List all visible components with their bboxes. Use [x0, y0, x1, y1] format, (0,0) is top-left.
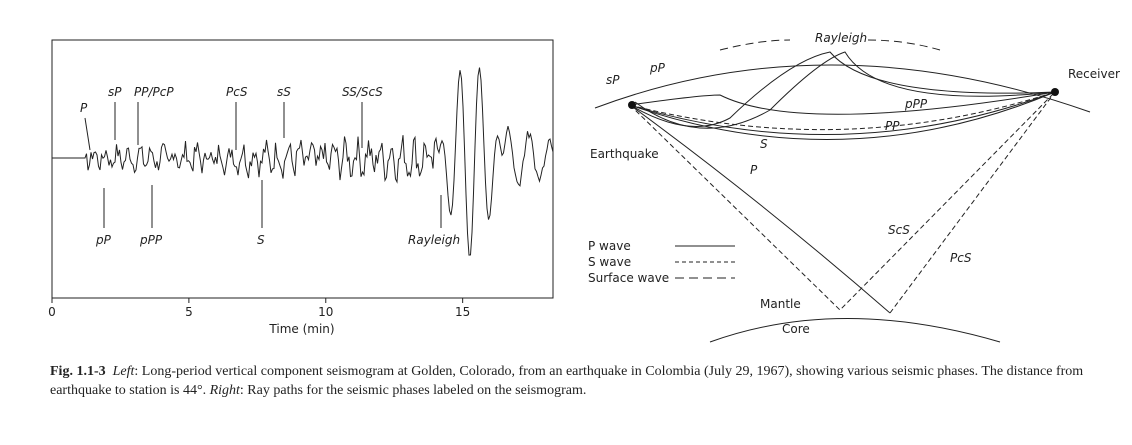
caption-text: : Long-period vertical component seismog… [50, 364, 1084, 398]
surface-arrow [719, 39, 791, 51]
earthquake-point [628, 101, 636, 109]
diagram-label: Receiver [1068, 67, 1120, 81]
ray-scs [629, 91, 1056, 311]
earth-surface [594, 64, 1091, 113]
diagram-label: PP [885, 119, 900, 133]
caption-label: Fig. 1.1-3 [50, 364, 106, 379]
ray [629, 91, 1056, 115]
phase-label: PcS [226, 85, 248, 99]
x-tick-label: 10 [318, 305, 333, 319]
phase-label: Rayleigh [408, 233, 460, 247]
phase-label: PP/PcP [134, 85, 174, 99]
phase-label: sS [277, 85, 291, 99]
phase-label: pPP [139, 233, 163, 247]
legend-label: S wave [588, 255, 631, 269]
diagram-label: pP [649, 61, 666, 75]
caption-text: : Ray paths for the seismic phases label… [239, 383, 587, 398]
ray-pcs [889, 91, 1056, 314]
seismogram-trace [52, 67, 554, 256]
ray [634, 51, 1056, 129]
diagram-label: Core [782, 322, 810, 336]
ray [629, 91, 1056, 131]
diagram-label: Earthquake [590, 147, 659, 161]
diagram-label: S [760, 137, 768, 151]
ray-pcs [629, 104, 891, 314]
core-boundary [709, 318, 1001, 343]
diagram-label: Rayleigh [815, 31, 867, 45]
ray [629, 91, 1056, 141]
phase-label: sP [108, 85, 122, 99]
diagram-label: pPP [904, 97, 928, 111]
phase-label: P [80, 101, 88, 115]
diagram-label: P [750, 163, 758, 177]
figure: Time (min) P sP PP/PcP PcS sS SS/ScS pP … [48, 31, 1120, 343]
ray-diagram: Rayleigh sP pP pPP PP Receiver S P Earth… [588, 31, 1120, 343]
ray [629, 91, 1056, 135]
caption-right-label: Right [209, 383, 240, 398]
x-axis-label: Time (min) [268, 322, 334, 336]
receiver-point [1051, 88, 1059, 96]
x-tick-label: 5 [185, 305, 193, 319]
diagram-label: ScS [888, 223, 910, 237]
legend-label: Surface wave [588, 271, 669, 285]
legend: P wave S wave Surface wave [588, 239, 735, 285]
surface-arrow [867, 39, 941, 51]
ray [629, 51, 1056, 127]
phase-label: S [257, 233, 265, 247]
diagram-label: Mantle [760, 297, 801, 311]
plot-frame [51, 39, 554, 299]
phase-tick [84, 117, 91, 151]
caption: Fig. 1.1-3 Left: Long-period vertical co… [50, 362, 1090, 400]
legend-label: P wave [588, 239, 631, 253]
diagram-label: sP [606, 73, 620, 87]
diagram-label: PcS [950, 251, 972, 265]
x-tick-label: 15 [455, 305, 470, 319]
phase-labels: P sP PP/PcP PcS sS SS/ScS pP pPP S Rayle… [80, 85, 460, 247]
caption-left-label: Left [112, 364, 135, 379]
phase-label: SS/ScS [342, 85, 383, 99]
x-tick-label: 0 [48, 305, 56, 319]
phase-label: pP [95, 233, 112, 247]
